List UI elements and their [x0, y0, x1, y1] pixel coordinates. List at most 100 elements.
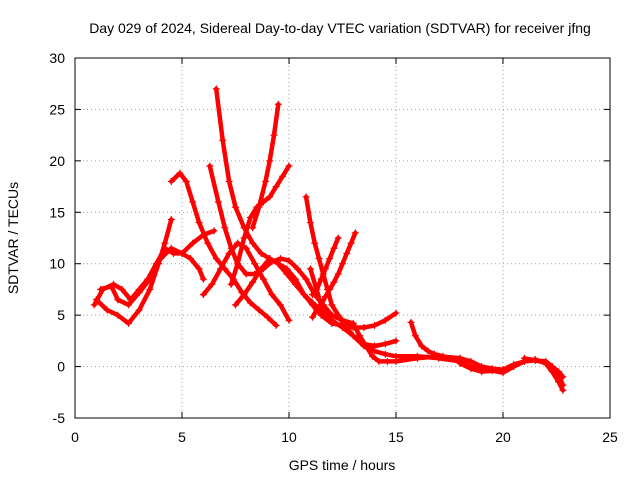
data-point — [424, 347, 432, 355]
data-point — [488, 367, 496, 375]
data-point — [439, 352, 447, 360]
data-point — [276, 301, 284, 309]
data-point — [276, 255, 284, 263]
data-point — [146, 275, 154, 283]
data-point — [349, 319, 357, 327]
data-point — [232, 203, 239, 211]
data-point — [274, 100, 282, 108]
data-point — [268, 291, 276, 299]
data-point — [167, 177, 175, 185]
data-point — [234, 239, 242, 247]
data-point — [559, 381, 567, 389]
data-point — [266, 157, 274, 165]
data-point — [542, 358, 550, 366]
data-point — [334, 270, 342, 278]
plot-frame — [74, 57, 611, 419]
data-point — [187, 255, 195, 263]
data-point — [272, 321, 280, 329]
data-point — [431, 350, 439, 358]
data-point — [249, 224, 257, 232]
x-tick-label: 25 — [602, 429, 618, 445]
data-point — [249, 278, 257, 286]
chart-title: Day 029 of 2024, Sidereal Day-to-day VTE… — [89, 20, 591, 36]
data-point — [418, 342, 426, 350]
data-point — [478, 368, 486, 376]
data-point — [309, 313, 317, 321]
y-tick-label: 15 — [49, 204, 65, 220]
data-point — [114, 311, 122, 319]
data-point — [189, 198, 197, 206]
data-point — [90, 301, 98, 309]
data-point — [300, 291, 308, 299]
x-axis-label: GPS time / hours — [289, 457, 396, 473]
data-point — [227, 280, 235, 288]
data-point — [146, 285, 154, 293]
data-point — [125, 319, 132, 327]
y-tick-label: -5 — [53, 410, 66, 426]
data-point — [392, 309, 400, 317]
y-tick-label: 5 — [57, 307, 65, 323]
y-tick-label: 25 — [49, 101, 65, 117]
data-point — [204, 239, 212, 247]
data-point — [343, 249, 351, 257]
data-point — [97, 285, 105, 293]
x-tick-label: 0 — [71, 429, 79, 445]
data-point — [240, 234, 248, 242]
data-point — [266, 255, 274, 263]
data-point — [313, 306, 321, 314]
data-point — [199, 275, 207, 283]
data-point — [199, 291, 207, 299]
data-point — [368, 352, 376, 360]
data-point — [330, 278, 338, 286]
data-point — [392, 337, 400, 345]
data-point — [349, 332, 357, 340]
data-point — [317, 301, 325, 309]
data-point — [225, 177, 233, 185]
series-line-track-c — [98, 228, 217, 308]
data-point — [375, 357, 383, 365]
data-point — [157, 255, 165, 263]
data-point — [221, 224, 229, 232]
data-point — [240, 291, 248, 299]
data-point — [520, 354, 528, 362]
data-point — [114, 296, 122, 304]
data-point — [257, 249, 265, 257]
data-point — [210, 227, 218, 235]
data-point — [309, 299, 317, 307]
data-point — [135, 306, 143, 314]
data-point — [107, 282, 115, 290]
data-point — [118, 285, 126, 293]
x-tick-label: 20 — [495, 429, 511, 445]
data-point — [261, 177, 269, 185]
data-point — [339, 316, 346, 324]
y-tick-label: 30 — [49, 50, 65, 66]
data-point — [189, 239, 197, 247]
data-point — [317, 275, 325, 283]
data-point — [219, 136, 227, 144]
data-point — [309, 291, 317, 299]
data-point — [347, 239, 355, 247]
data-point — [182, 177, 190, 185]
data-point — [246, 299, 254, 307]
data-point — [448, 354, 456, 362]
data-point — [351, 229, 359, 237]
data-point — [326, 285, 334, 293]
series-line-track-n — [308, 266, 463, 364]
data-point — [360, 323, 368, 331]
data-point — [306, 265, 314, 273]
data-point — [315, 255, 323, 263]
data-point — [326, 255, 334, 263]
data-point — [242, 244, 250, 252]
data-point — [225, 249, 233, 257]
data-point — [212, 85, 220, 93]
data-point — [92, 296, 100, 304]
data-point — [302, 193, 310, 201]
data-point — [321, 293, 329, 301]
data-point — [321, 265, 329, 273]
data-point — [266, 193, 274, 201]
data-point — [334, 234, 342, 242]
data-point — [383, 357, 391, 365]
data-point — [259, 198, 267, 206]
